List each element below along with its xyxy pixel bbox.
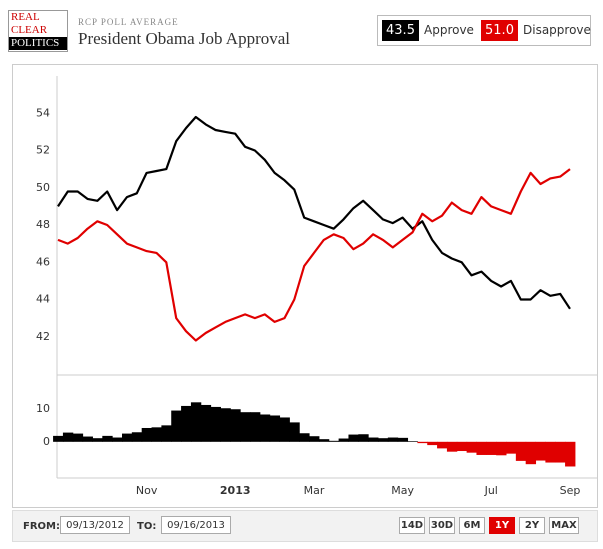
to-input[interactable]: 09/16/2013 [161, 516, 231, 534]
range-button[interactable]: 14D [399, 517, 425, 534]
bar [506, 441, 517, 454]
bar [141, 427, 153, 442]
bar [82, 436, 93, 442]
bar [348, 434, 359, 442]
y-tick-label: 46 [36, 255, 50, 268]
y-tick-label: 52 [36, 144, 50, 157]
range-button[interactable]: 1Y [489, 517, 515, 534]
x-tick-label: Nov [136, 484, 158, 497]
bar [476, 441, 487, 455]
bar [299, 433, 310, 442]
from-label: FROM: [23, 521, 60, 532]
bar [240, 412, 251, 442]
legend-entry: Approve [424, 23, 474, 37]
y-tick-label: 44 [36, 293, 50, 306]
bar [72, 433, 84, 442]
bar [437, 441, 448, 449]
logo-text: POLITICS [9, 37, 67, 50]
bar [387, 437, 399, 442]
bar [555, 441, 566, 463]
chart: 42 44 46 48 50 52 54 0 10 Nov 2013 Mar May Jul Sep [36, 76, 597, 497]
bar [230, 409, 241, 442]
legend-value: 51.0 [481, 20, 518, 41]
from-input[interactable]: 09/13/2012 [60, 516, 130, 534]
y-tick-label: 42 [36, 330, 50, 343]
bar [368, 437, 379, 442]
bar [279, 417, 290, 442]
to-label: TO: [137, 521, 157, 532]
bar [181, 405, 192, 442]
bar [171, 410, 182, 442]
bar [525, 441, 537, 465]
footer: FROM: 09/13/2012 TO: 09/16/2013 14D 30D 6M… [12, 510, 598, 542]
bar [338, 438, 349, 442]
y-tick-label: 0 [43, 435, 50, 448]
kicker: RCP POLL AVERAGE [78, 17, 179, 27]
bar [190, 402, 202, 442]
range-button[interactable]: 2Y [519, 517, 545, 534]
bar [210, 406, 221, 442]
bar [565, 441, 576, 467]
line [57, 168, 571, 342]
bar [515, 441, 527, 461]
logo-text: REAL [11, 11, 40, 23]
bar [53, 435, 64, 442]
bar [417, 441, 428, 444]
bar [446, 441, 458, 452]
bar [407, 441, 418, 442]
bar [358, 434, 369, 442]
legend-value: 43.5 [382, 20, 419, 41]
x-tick-label: Mar [304, 484, 325, 497]
bar [250, 412, 261, 442]
bar [466, 441, 477, 453]
x-tick-label: 2013 [220, 484, 251, 497]
bar [200, 404, 212, 442]
range-button[interactable]: 30D [429, 517, 455, 534]
logo-text: CLEAR [11, 24, 48, 36]
y-tick-label: 48 [36, 218, 50, 231]
bar [545, 441, 556, 463]
x-tick-label: Jul [484, 484, 498, 497]
bar [220, 408, 231, 442]
y-tick-label: 54 [36, 106, 50, 119]
chart-title: President Obama Job Approval [78, 29, 290, 48]
y-tick-label: 50 [36, 181, 50, 194]
bar [122, 433, 133, 442]
bar [309, 436, 320, 442]
bar [62, 432, 74, 442]
legend: 43.5 Approve 51.0 Disapprove [377, 15, 591, 46]
bar [131, 432, 143, 442]
y-tick-label: 10 [36, 402, 50, 415]
bar [151, 427, 162, 442]
legend-entry: Disapprove [523, 23, 591, 37]
bar [92, 438, 103, 442]
bar [161, 425, 172, 442]
bar [259, 414, 271, 442]
range-button[interactable]: MAX [549, 517, 579, 534]
x-tick-label: May [391, 484, 414, 497]
line [57, 115, 571, 310]
bar [112, 437, 123, 442]
bar [318, 439, 330, 442]
bar [102, 435, 113, 442]
bar [427, 441, 438, 446]
bar [289, 422, 300, 442]
chart-frame [12, 64, 598, 508]
bar [397, 437, 409, 442]
bar [496, 441, 507, 456]
bar [378, 438, 389, 442]
bar [456, 441, 468, 452]
bar [535, 441, 546, 461]
bar [269, 415, 281, 442]
logo: REAL CLEAR POLITICS [8, 10, 68, 52]
bar [328, 440, 340, 442]
x-tick-label: Sep [560, 484, 581, 497]
range-button[interactable]: 6M [459, 517, 485, 534]
bar [486, 441, 497, 455]
